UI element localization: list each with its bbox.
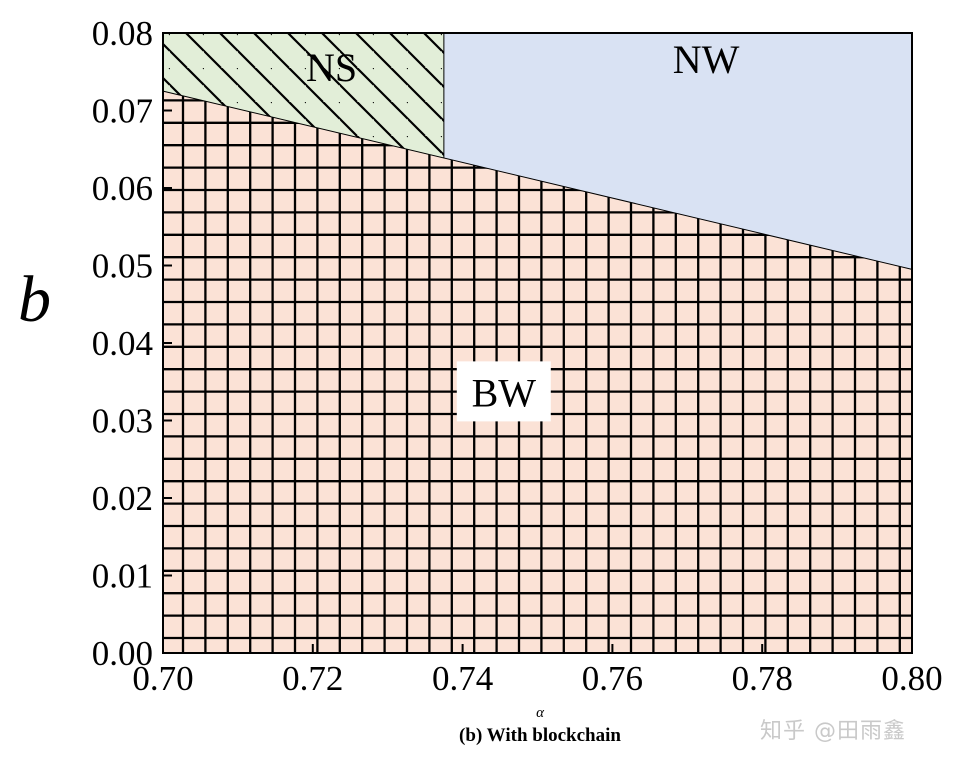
y-tick-label: 0.06 — [92, 169, 153, 208]
region-ns-diagonal-hatch — [163, 33, 444, 158]
y-tick-label: 0.08 — [92, 14, 153, 53]
y-tick-label: 0.01 — [92, 557, 153, 596]
watermark: 知乎 @田雨鑫 — [760, 719, 906, 744]
y-tick-label: 0.00 — [92, 634, 153, 673]
x-tick-label: 0.74 — [432, 659, 493, 698]
labels-layer: NS NW BW — [306, 37, 740, 422]
x-tick-label: 0.78 — [732, 659, 793, 698]
y-tick-label: 0.07 — [92, 92, 153, 131]
region-label-bw: BW — [472, 370, 537, 415]
x-tick-label: 0.70 — [132, 659, 193, 698]
y-tick-label: 0.04 — [92, 324, 153, 363]
region-label-nw: NW — [673, 37, 740, 82]
boundary-line-upper — [162, 90, 913, 270]
region-label-ns: NS — [306, 45, 357, 90]
y-axis-label: b — [18, 263, 51, 336]
x-tick-label: 0.80 — [881, 659, 942, 698]
y-tick-label: 0.02 — [92, 479, 153, 518]
y-tick-label: 0.03 — [92, 402, 153, 441]
x-tick-label: 0.72 — [282, 659, 343, 698]
x-tick-label: 0.76 — [582, 659, 643, 698]
figure-subtitle: (b) With blockchain — [459, 725, 621, 746]
axes-layer: 0.70 0.72 0.74 0.76 0.78 0.80 0.00 0.01 0.02 0.03… — [92, 14, 943, 698]
region-bw-label-box — [456, 361, 551, 422]
y-tick-label: 0.05 — [92, 247, 153, 286]
regions-layer — [162, 33, 913, 653]
x-axis-label: α — [536, 705, 544, 721]
region-nw-fill — [443, 33, 912, 270]
